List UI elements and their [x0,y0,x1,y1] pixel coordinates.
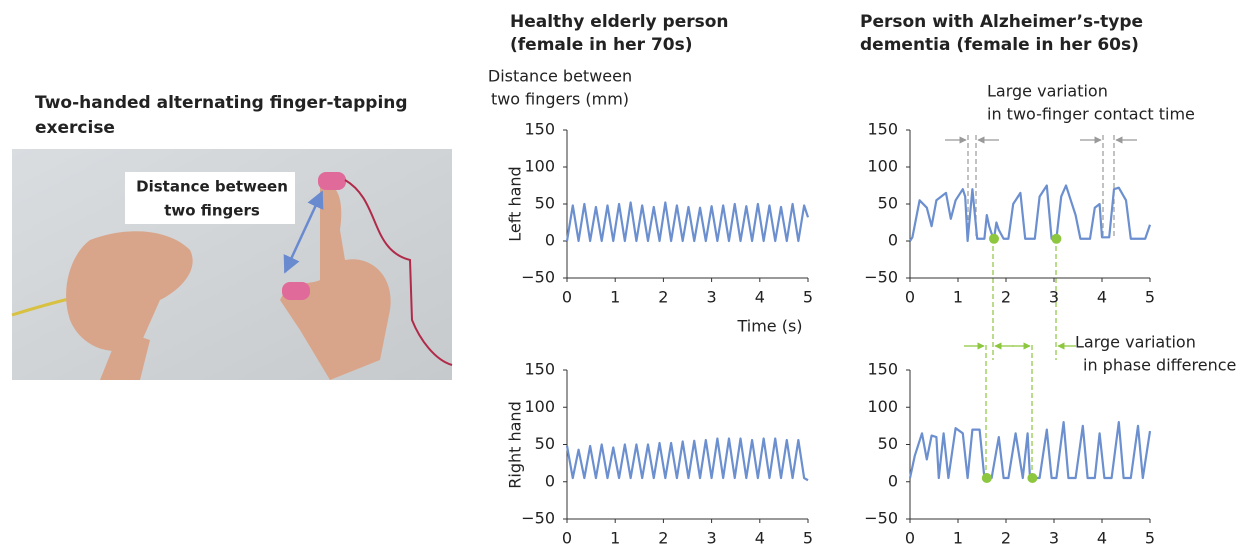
data-line [565,437,809,482]
y-tick-label: 0 [545,231,555,250]
x-tick-label: 1 [610,529,620,545]
annotation: Large variation [987,82,1108,101]
x-tick-label: 3 [707,288,717,307]
x-tick-label: 3 [1049,529,1059,545]
x-tick-label: 0 [905,529,915,545]
x-tick-label: 3 [707,529,717,545]
y-tick-label: 100 [867,157,898,176]
y-tick-label: 150 [524,120,555,139]
y-tick-label: −50 [864,509,898,528]
photo-title: Two-handed alternating finger-tapping [35,93,408,113]
highlight-point [1027,473,1038,484]
annotation-lines [945,135,1137,477]
y-tick-label: 50 [878,194,898,213]
annotation: in phase difference [1083,356,1236,375]
x-tick-label: 4 [1097,529,1107,545]
highlight-point [989,233,999,244]
y-tick-label: 100 [524,157,555,176]
chart-title: dementia (female in her 60s) [860,35,1139,55]
x-tick-label: 2 [658,529,668,545]
x-tick-label: 5 [1145,529,1155,545]
annotation: in two-finger contact time [987,105,1195,124]
highlight-point [1051,233,1062,244]
axis-units: Distance between [488,67,632,86]
x-tick-label: 1 [610,288,620,307]
photo [11,149,453,380]
y-tick-label: 0 [888,471,898,490]
x-tick-label: 5 [803,529,813,545]
photo-label: two fingers [164,202,260,220]
x-axis-label: Time (s) [736,317,802,336]
y-tick-label: 50 [535,434,555,453]
x-tick-label: 3 [1049,288,1059,307]
y-tick-label: 0 [545,471,555,490]
chart-title: Healthy elderly person [510,12,729,32]
y-tick-label: 100 [867,397,898,416]
photo-title: exercise [35,118,115,138]
y-tick-label: 150 [867,360,898,379]
x-tick-label: 2 [1001,288,1011,307]
y-axis-label: Left hand [506,166,525,241]
annotation: Large variation [1075,333,1196,352]
data-line [909,184,1152,243]
y-tick-label: 150 [867,120,898,139]
data-line [565,201,810,243]
x-tick-label: 1 [953,288,963,307]
axis-units: two fingers (mm) [491,90,629,109]
x-tick-label: 5 [1145,288,1155,307]
x-tick-label: 0 [562,529,572,545]
data-line [908,421,1152,480]
chart-title: (female in her 70s) [510,35,692,55]
x-tick-label: 4 [755,529,765,545]
photo-label: Distance between [136,178,288,196]
y-tick-label: −50 [521,509,555,528]
x-tick-label: 2 [1001,529,1011,545]
y-tick-label: 50 [535,194,555,213]
x-tick-label: 5 [803,288,813,307]
y-tick-label: 50 [878,434,898,453]
x-tick-label: 0 [562,288,572,307]
y-tick-label: −50 [521,268,555,287]
y-tick-label: −50 [864,268,898,287]
x-tick-label: 4 [755,288,765,307]
y-tick-label: 150 [524,360,555,379]
chart-title: Person with Alzheimer’s-type [860,12,1143,32]
x-tick-label: 2 [658,288,668,307]
y-axis-label: Right hand [506,401,525,488]
x-tick-label: 1 [953,529,963,545]
highlight-point [981,473,992,484]
y-tick-label: 100 [524,397,555,416]
y-tick-label: 0 [888,231,898,250]
x-tick-label: 4 [1097,288,1107,307]
x-tick-label: 0 [905,288,915,307]
